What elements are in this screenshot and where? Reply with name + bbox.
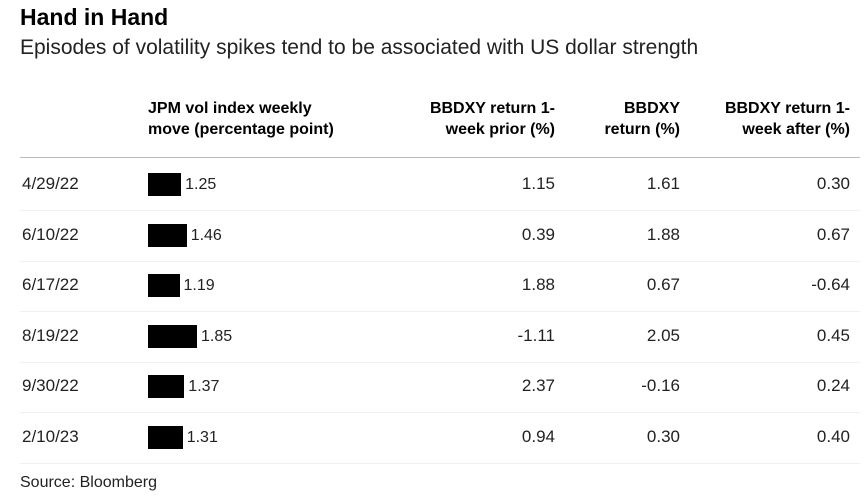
- vol-bar: [148, 274, 180, 297]
- prior-return: -1.11: [517, 325, 556, 345]
- vol-bar: [148, 223, 187, 247]
- after-return: -0.64: [811, 275, 850, 294]
- table-row: 6/10/22 1.46 0.39 1.88 0.67: [20, 211, 860, 262]
- chart-title: Hand in Hand: [20, 4, 169, 30]
- prior-return: 2.37: [521, 376, 555, 395]
- header-after-line2: week after (%): [742, 121, 850, 138]
- table-row: 4/29/22 1.25 1.15 1.61 0.30: [20, 160, 860, 211]
- header-prior-line1: BBDXY return 1-: [429, 100, 555, 117]
- header-vol: JPM vol index weekly move (percentage po…: [148, 98, 334, 140]
- header-vol-line1: JPM vol index weekly: [148, 100, 312, 117]
- after-return: 0.45: [816, 325, 850, 345]
- after-return: 0.24: [816, 376, 850, 395]
- return: 0.67: [646, 275, 680, 294]
- header-prior-line2: week prior (%): [445, 121, 555, 138]
- prior-return: 0.94: [521, 426, 555, 446]
- table-row: 2/10/23 1.31 0.94 0.30 0.40: [20, 413, 860, 464]
- vol-bar-label: 1.25: [185, 176, 217, 193]
- vol-bar-label: 1.31: [186, 428, 218, 446]
- return: 1.61: [646, 174, 680, 193]
- return: 1.88: [646, 224, 680, 244]
- table-row: 6/17/22 1.19 1.88 0.67 -0.64: [20, 261, 860, 312]
- table-row: 9/30/22 1.37 2.37 -0.16 0.24: [20, 362, 860, 413]
- after-return: 0.67: [816, 224, 850, 244]
- vol-bar: [148, 173, 182, 196]
- vol-bar-label: 1.85: [201, 327, 233, 345]
- row-date: 2/10/23: [22, 426, 79, 446]
- header-vol-line2: move (percentage point): [148, 121, 334, 138]
- header-return-line2: return (%): [604, 121, 680, 138]
- return: -0.16: [641, 376, 680, 395]
- source-note: Source: Bloomberg: [20, 474, 157, 491]
- after-return: 0.40: [816, 426, 850, 446]
- vol-bar-label: 1.46: [190, 226, 222, 244]
- vol-bar: [148, 375, 185, 398]
- header-return-line1: BBDXY: [623, 100, 680, 117]
- prior-return: 1.15: [521, 174, 555, 193]
- row-date: 9/30/22: [22, 376, 79, 395]
- vol-bar-label: 1.19: [183, 277, 215, 294]
- header-return: BBDXY return (%): [560, 98, 680, 140]
- table-row: 8/19/22 1.85 -1.11 2.05 0.45: [20, 312, 860, 363]
- row-date: 8/19/22: [22, 325, 79, 345]
- chart-subtitle: Episodes of volatility spikes tend to be…: [20, 36, 699, 59]
- row-date: 6/17/22: [22, 275, 79, 294]
- row-date: 4/29/22: [22, 174, 79, 193]
- header-after-line1: BBDXY return 1-: [724, 100, 850, 117]
- vol-bar: [148, 425, 183, 449]
- header-prior: BBDXY return 1- week prior (%): [395, 98, 555, 140]
- return: 0.30: [646, 426, 680, 446]
- row-date: 6/10/22: [22, 224, 79, 244]
- return: 2.05: [646, 325, 680, 345]
- vol-bar: [148, 324, 198, 348]
- header-divider: [20, 157, 860, 158]
- prior-return: 1.88: [521, 275, 555, 294]
- prior-return: 0.39: [521, 224, 555, 244]
- vol-bar-label: 1.37: [188, 378, 220, 395]
- header-after: BBDXY return 1- week after (%): [690, 98, 850, 140]
- after-return: 0.30: [816, 174, 850, 193]
